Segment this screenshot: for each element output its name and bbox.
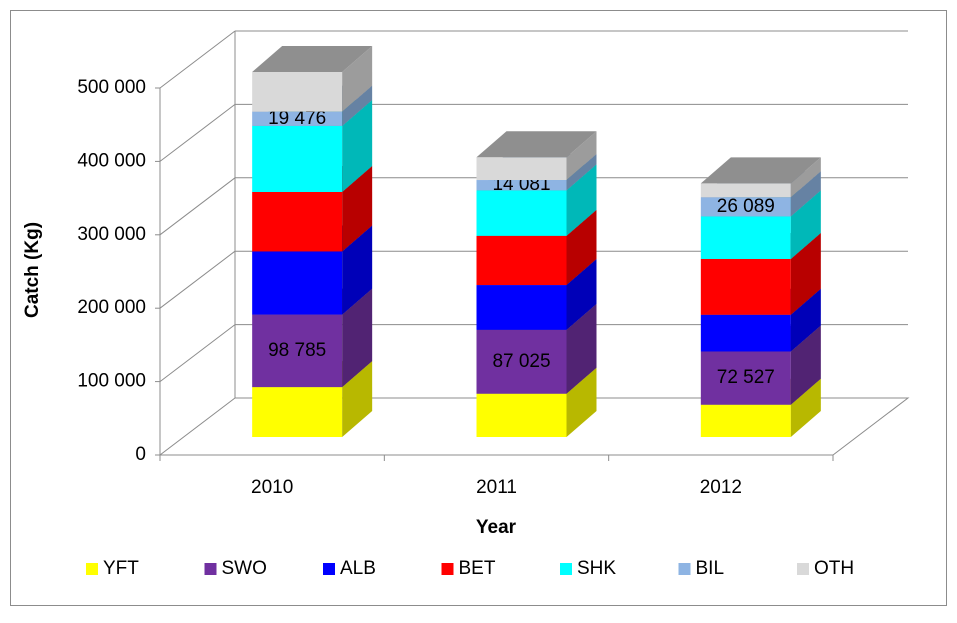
y-tick-label: 500 000 bbox=[77, 77, 146, 98]
legend-label: YFT bbox=[103, 558, 139, 579]
bar-top bbox=[252, 46, 373, 73]
legend-swatch bbox=[678, 563, 691, 575]
y-tick-label: 100 000 bbox=[77, 371, 146, 392]
grid-line bbox=[159, 250, 236, 309]
data-label: 72 527 bbox=[717, 367, 775, 388]
legend-swatch bbox=[560, 563, 572, 575]
bar-side bbox=[790, 288, 821, 352]
bar bbox=[700, 183, 791, 198]
bar-side bbox=[566, 259, 597, 330]
bar bbox=[700, 197, 791, 217]
y-tick-label: 300 000 bbox=[77, 224, 146, 245]
bar-side bbox=[790, 378, 821, 437]
bar bbox=[476, 180, 567, 191]
y-tick-label: 0 bbox=[135, 444, 146, 465]
legend-swatch bbox=[441, 563, 454, 575]
bar bbox=[476, 157, 567, 181]
chart-frame bbox=[10, 10, 947, 606]
legend-label: SHK bbox=[577, 558, 616, 579]
bar bbox=[476, 235, 567, 286]
grid-line bbox=[159, 104, 236, 162]
bar-side bbox=[342, 166, 373, 252]
bar-side bbox=[342, 85, 373, 126]
data-label: 26 089 bbox=[717, 196, 775, 217]
bar-side bbox=[342, 99, 373, 193]
bar-side bbox=[566, 209, 597, 286]
bar-side bbox=[790, 325, 821, 405]
bar-side bbox=[566, 131, 597, 181]
bar bbox=[252, 251, 343, 315]
bar bbox=[476, 190, 567, 236]
bar-side bbox=[790, 157, 821, 198]
bar bbox=[252, 111, 343, 126]
y-axis-title: Catch (Kg) bbox=[22, 222, 43, 318]
x-axis-title: Year bbox=[476, 517, 517, 538]
x-tick-label: 2010 bbox=[251, 477, 293, 498]
data-label: 87 025 bbox=[492, 351, 550, 372]
bar bbox=[252, 314, 343, 388]
legend-swatch bbox=[86, 563, 98, 575]
legend-label: ALB bbox=[340, 558, 376, 579]
bar bbox=[252, 387, 343, 437]
bar bbox=[700, 216, 791, 259]
bar-side bbox=[342, 288, 373, 388]
bar-side bbox=[342, 361, 373, 437]
legend-label: BIL bbox=[696, 558, 725, 579]
legend-swatch bbox=[323, 563, 335, 575]
legend-label: SWO bbox=[222, 558, 267, 579]
bar-side bbox=[566, 154, 597, 191]
bar bbox=[700, 314, 791, 352]
bar-side bbox=[790, 232, 821, 315]
bar-side bbox=[342, 46, 373, 112]
bar-side bbox=[566, 303, 597, 394]
y-tick-label: 200 000 bbox=[77, 297, 146, 318]
bar bbox=[252, 72, 343, 112]
bar bbox=[700, 351, 791, 405]
bar-side bbox=[566, 367, 597, 437]
bar bbox=[476, 285, 567, 330]
bar-top bbox=[700, 157, 821, 184]
data-label: 98 785 bbox=[268, 340, 326, 361]
legend-label: OTH bbox=[814, 558, 854, 579]
bar bbox=[252, 192, 343, 252]
bar-side bbox=[342, 225, 373, 315]
legend-swatch bbox=[204, 563, 217, 575]
x-tick-label: 2011 bbox=[476, 477, 517, 498]
bar-side bbox=[790, 171, 821, 217]
bar-top bbox=[476, 131, 597, 158]
bar bbox=[252, 125, 343, 193]
x-tick-label: 2012 bbox=[700, 477, 742, 498]
grid-line bbox=[159, 177, 236, 236]
legend-swatch bbox=[797, 563, 809, 575]
bar bbox=[476, 329, 567, 394]
bar bbox=[476, 393, 567, 437]
data-label: 19 476 bbox=[268, 108, 326, 129]
bar-side bbox=[790, 190, 821, 259]
y-tick-label: 400 000 bbox=[77, 150, 146, 171]
bar bbox=[700, 258, 791, 315]
grid-line bbox=[159, 324, 236, 382]
bar bbox=[700, 404, 791, 437]
grid-line bbox=[159, 30, 236, 89]
legend-label: BET bbox=[459, 558, 496, 579]
bar-side bbox=[566, 164, 597, 236]
